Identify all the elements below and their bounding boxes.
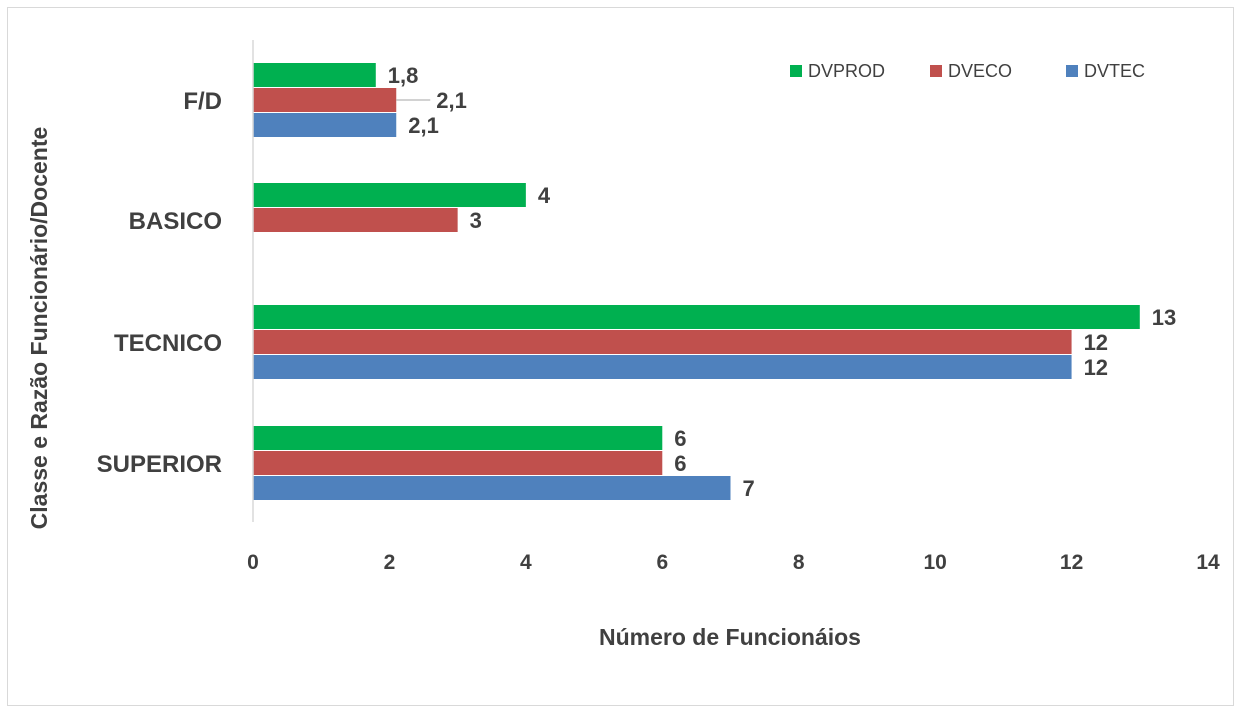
legend-swatch-dvprod [790, 65, 802, 77]
x-tick-label: 8 [793, 551, 805, 574]
category-labels-group: F/D BASICO TECNICO SUPERIOR [97, 88, 222, 478]
data-label-dveco-basico: 3 [470, 208, 482, 233]
x-tick-label: 6 [656, 551, 668, 574]
category-label-superior: SUPERIOR [97, 451, 222, 478]
data-label-dvtec-tecnico: 12 [1084, 355, 1108, 380]
bar-dveco-basico [253, 208, 458, 232]
data-label-dvprod-fd: 1,8 [388, 63, 419, 88]
data-label-dveco-superior: 6 [674, 451, 686, 476]
data-label-dvtec-superior: 7 [743, 476, 755, 501]
data-label-dvprod-tecnico: 13 [1152, 305, 1176, 330]
bar-dveco-tecnico [253, 330, 1072, 354]
data-label-dvprod-superior: 6 [674, 426, 686, 451]
x-tick-label: 4 [520, 551, 532, 574]
data-label-dvtec-fd: 2,1 [408, 113, 439, 138]
x-tick-label: 12 [1060, 551, 1083, 574]
bar-dvprod-basico [253, 183, 526, 207]
bar-dvtec-tecnico [253, 355, 1072, 379]
bar-dveco-superior [253, 451, 663, 475]
x-tick-label: 2 [384, 551, 396, 574]
x-tick-label: 14 [1196, 551, 1220, 574]
bars-group [253, 63, 1140, 500]
category-label-fd: F/D [183, 88, 222, 115]
x-tick-label: 10 [923, 551, 946, 574]
bar-dvprod-tecnico [253, 305, 1140, 329]
legend-label-dveco: DVECO [948, 61, 1012, 81]
bar-dvtec-fd [253, 113, 397, 137]
legend-label-dvprod: DVPROD [808, 61, 885, 81]
data-label-dvprod-basico: 4 [538, 183, 551, 208]
category-label-tecnico: TECNICO [114, 330, 222, 357]
x-tick-labels-group: 0 2 4 6 8 10 12 14 [247, 551, 1220, 574]
legend-swatch-dveco [930, 65, 942, 77]
legend: DVPROD DVECO DVTEC [790, 61, 1145, 81]
x-axis-title: Número de Funcionáios [599, 624, 861, 650]
bar-dvtec-superior [253, 476, 731, 500]
legend-label-dvtec: DVTEC [1084, 61, 1145, 81]
data-label-dveco-fd: 2,1 [436, 88, 467, 113]
data-label-dveco-tecnico: 12 [1084, 330, 1108, 355]
category-label-basico: BASICO [129, 208, 222, 235]
y-axis-title: Classe e Razão Funcionário/Docente [26, 127, 52, 530]
bar-dveco-fd [253, 88, 397, 112]
bar-dvprod-superior [253, 426, 663, 450]
x-tick-label: 0 [247, 551, 259, 574]
legend-swatch-dvtec [1066, 65, 1078, 77]
bar-dvprod-fd [253, 63, 376, 87]
